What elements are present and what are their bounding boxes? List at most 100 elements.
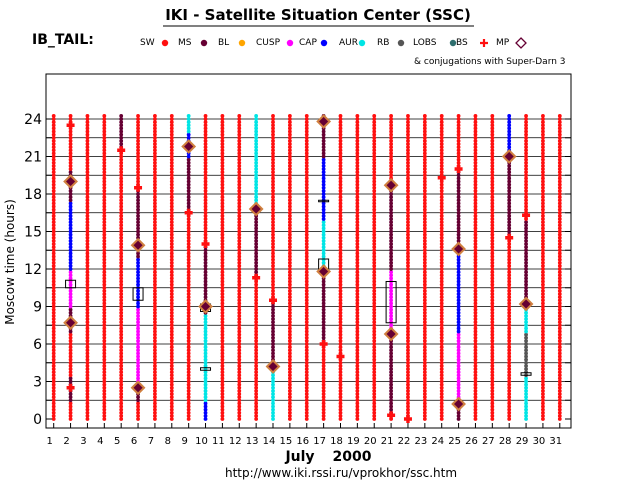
source-url[interactable]: http://www.iki.rssi.ru/vprokhor/ssc.htm bbox=[225, 466, 457, 480]
x-tick-label: 17 bbox=[313, 436, 326, 447]
orbit-dot-ms bbox=[389, 376, 393, 381]
orbit-dot-sw bbox=[372, 360, 377, 365]
orbit-dot-sw bbox=[355, 132, 360, 137]
orbit-dot-sw bbox=[338, 170, 343, 175]
orbit-dot-sw bbox=[304, 220, 309, 225]
orbit-dot-sw bbox=[557, 270, 562, 275]
orbit-dot-sw bbox=[389, 167, 393, 171]
orbit-dot-sw bbox=[304, 217, 309, 221]
orbit-dot-sw bbox=[541, 288, 545, 293]
orbit-dot-sw bbox=[355, 238, 360, 243]
orbit-dot-sw bbox=[304, 354, 309, 359]
orbit-dot-ms bbox=[389, 210, 393, 215]
orbit-dot-sw bbox=[153, 282, 157, 287]
orbit-dot-sw bbox=[524, 135, 528, 140]
orbit-dot-sw bbox=[304, 270, 309, 275]
orbit-dot-sw bbox=[85, 385, 90, 390]
orbit-dot-cusp bbox=[456, 388, 461, 393]
orbit-dot-sw bbox=[355, 357, 360, 362]
orbit-dot-sw bbox=[51, 217, 56, 221]
orbit-dot-ms bbox=[389, 223, 393, 228]
orbit-dot-aur bbox=[524, 323, 528, 328]
orbit-dot-sw bbox=[490, 295, 495, 300]
orbit-dot-sw bbox=[153, 367, 157, 371]
orbit-dot-sw bbox=[102, 257, 107, 262]
orbit-dot-sw bbox=[237, 351, 242, 356]
orbit-dot-sw bbox=[456, 157, 461, 162]
orbit-dot-aur bbox=[254, 120, 259, 125]
orbit-dot-sw bbox=[490, 282, 495, 287]
orbit-dot-sw bbox=[372, 398, 377, 403]
orbit-dot-sw bbox=[355, 282, 360, 287]
x-tick-label: 19 bbox=[347, 436, 360, 447]
orbit-dot-sw bbox=[422, 413, 427, 418]
orbit-dot-sw bbox=[372, 363, 377, 368]
orbit-dot-ms bbox=[271, 317, 275, 321]
orbit-dot-sw bbox=[355, 376, 360, 381]
orbit-dot-sw bbox=[422, 257, 427, 262]
orbit-dot-sw bbox=[271, 142, 275, 146]
orbit-dot-sw bbox=[456, 154, 461, 159]
orbit-dot-sw bbox=[422, 320, 427, 325]
orbit-dot-sw bbox=[473, 317, 478, 321]
orbit-dot-ms bbox=[456, 179, 461, 184]
orbit-dot-sw bbox=[51, 135, 56, 140]
orbit-dot-sw bbox=[153, 229, 157, 234]
orbit-dot-sw bbox=[85, 270, 90, 275]
orbit-dot-aur bbox=[321, 254, 326, 259]
orbit-dot-sw bbox=[203, 132, 208, 137]
orbit-dot-sw bbox=[507, 367, 512, 371]
orbit-dot-cusp bbox=[456, 357, 461, 362]
orbit-dot-sw bbox=[524, 142, 528, 146]
orbit-dot-sw bbox=[304, 151, 309, 156]
orbit-dot-sw bbox=[372, 117, 377, 121]
orbit-dot-sw bbox=[102, 145, 107, 150]
orbit-dot-sw bbox=[102, 238, 107, 243]
orbit-dot-sw bbox=[271, 185, 275, 190]
orbit-dot-sw bbox=[372, 357, 377, 362]
orbit-dot-sw bbox=[389, 117, 393, 121]
orbit-dot-sw bbox=[51, 223, 56, 228]
orbit-dot-sw bbox=[355, 379, 360, 384]
orbit-dot-sw bbox=[51, 113, 56, 118]
orbit-dot-sw bbox=[287, 223, 292, 228]
orbit-dot-sw bbox=[136, 151, 140, 156]
orbit-dot-sw bbox=[119, 263, 124, 268]
orbit-dot-sw bbox=[557, 310, 562, 315]
orbit-dot-sw bbox=[439, 373, 444, 378]
orbit-dot-sw bbox=[355, 304, 360, 309]
orbit-dot-sw bbox=[439, 132, 444, 137]
orbit-dot-sw bbox=[220, 210, 225, 215]
orbit-dot-sw bbox=[203, 226, 208, 231]
orbit-dot-sw bbox=[287, 357, 292, 362]
orbit-dot-sw bbox=[422, 260, 427, 265]
orbit-dot-sw bbox=[186, 298, 191, 303]
orbit-dot-sw bbox=[507, 385, 512, 390]
orbit-dot-sw bbox=[68, 154, 73, 159]
orbit-dot-sw bbox=[321, 398, 326, 403]
orbit-dot-sw bbox=[271, 204, 275, 209]
orbit-dot-sw bbox=[304, 254, 309, 259]
orbit-dot-sw bbox=[119, 160, 124, 165]
orbit-dot-sw bbox=[524, 129, 528, 134]
orbit-dot-sw bbox=[254, 382, 259, 387]
orbit-dot-sw bbox=[321, 354, 326, 359]
orbit-dot-sw bbox=[153, 129, 157, 134]
orbit-dot-ms bbox=[524, 242, 528, 246]
orbit-dot-aur bbox=[186, 126, 191, 131]
orbit-dot-sw bbox=[524, 154, 528, 159]
orbit-dot-sw bbox=[271, 288, 275, 293]
orbit-dot-sw bbox=[422, 379, 427, 384]
orbit-dot-sw bbox=[338, 338, 343, 343]
orbit-dot-sw bbox=[119, 379, 124, 384]
magnetopause-marker bbox=[501, 149, 517, 164]
orbit-dot-sw bbox=[237, 113, 242, 118]
orbit-dot-sw bbox=[237, 238, 242, 243]
orbit-dot-sw bbox=[203, 163, 208, 168]
orbit-dot-sw bbox=[102, 288, 107, 293]
orbit-dot-ms bbox=[271, 310, 275, 315]
orbit-dot-sw bbox=[422, 373, 427, 378]
orbit-dot-sw bbox=[51, 151, 56, 156]
x-axis-month: July bbox=[284, 449, 314, 465]
orbit-dot-sw bbox=[85, 120, 90, 125]
